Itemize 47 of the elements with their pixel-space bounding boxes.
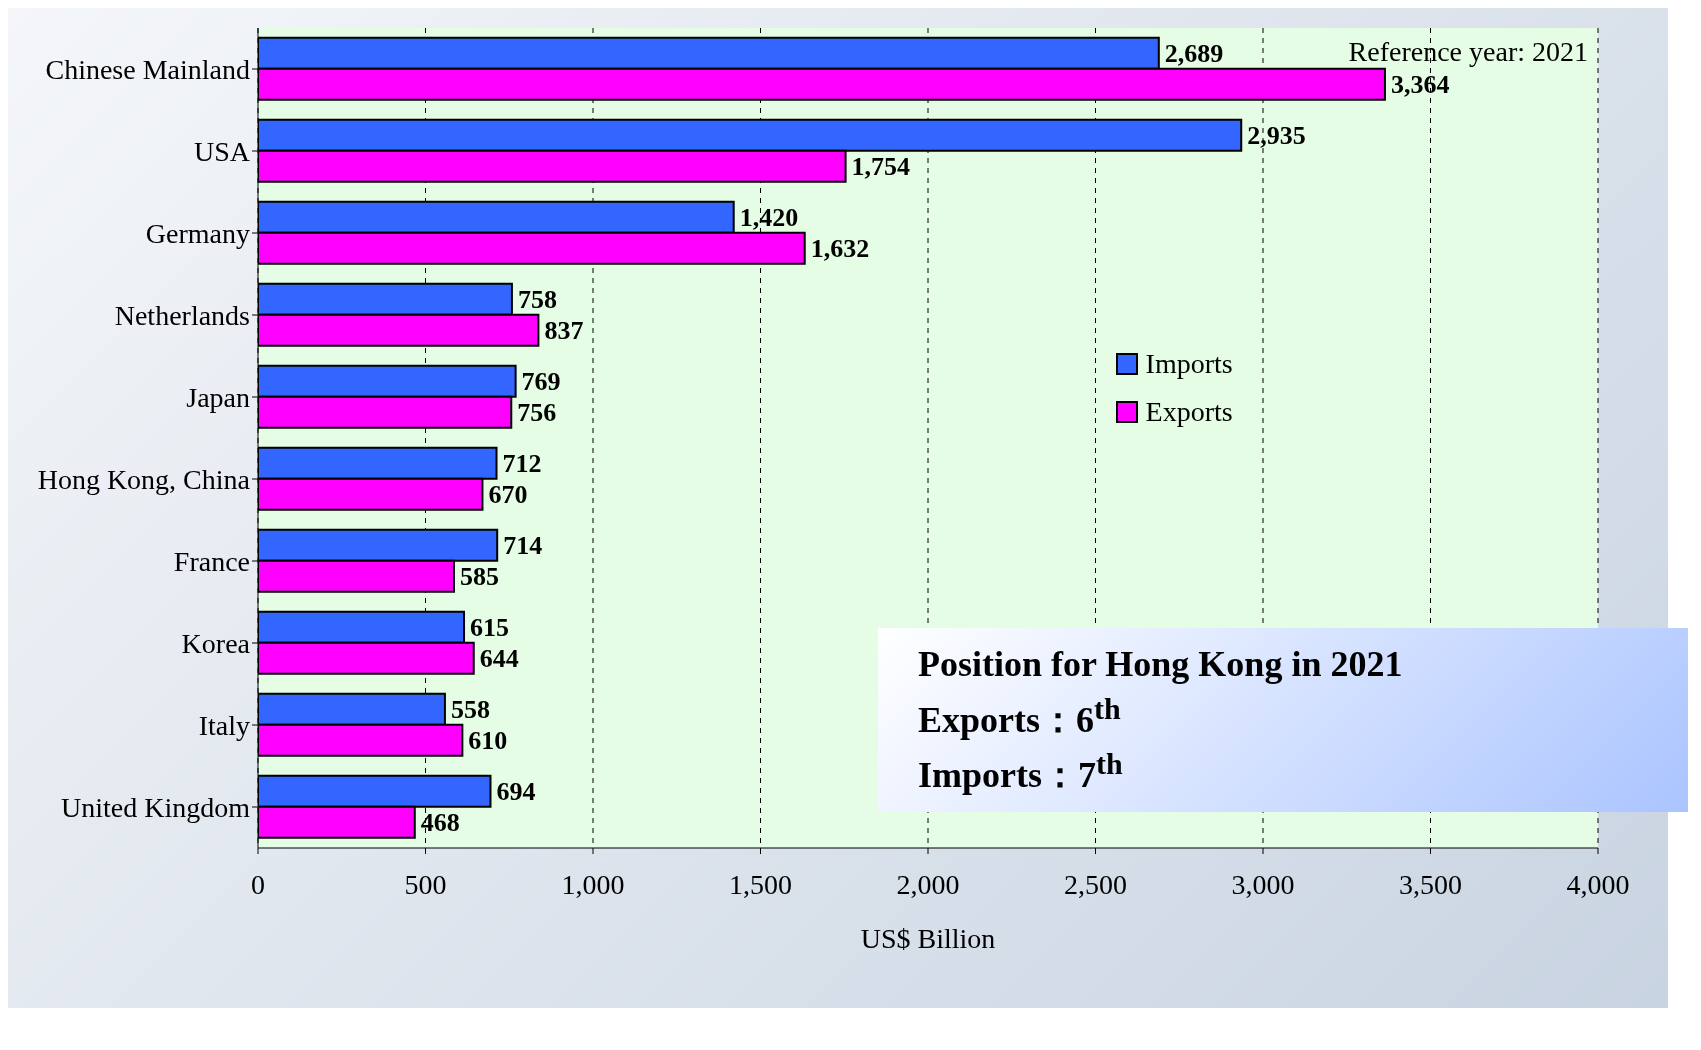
data-label: 670 <box>488 479 528 509</box>
data-label: 2,689 <box>1164 38 1224 68</box>
data-label: 756 <box>517 397 557 427</box>
y-tick-label: Chinese Mainland <box>45 53 250 85</box>
y-tick-label: Netherlands <box>114 299 250 331</box>
y-tick-label: Korea <box>181 627 251 659</box>
annotation: Exports：6$^{th}$ <box>918 690 1122 742</box>
x-axis-title: US$ Billion <box>860 923 996 954</box>
data-label: 644 <box>479 643 519 673</box>
y-tick-label: United Kingdom <box>61 791 251 823</box>
y-tick-label: Germany <box>145 217 250 249</box>
data-label: 610 <box>468 725 508 755</box>
data-label: 585 <box>459 561 499 591</box>
data-label: 837 <box>544 315 584 345</box>
data-label: 712 <box>502 448 542 478</box>
data-label: 558 <box>450 694 490 724</box>
data-label: 769 <box>521 366 561 396</box>
data-label: 714 <box>503 530 543 560</box>
x-tick-label: 3,500 <box>1399 868 1462 900</box>
x-tick-label: 500 <box>404 868 447 900</box>
y-tick-label: France <box>173 545 250 577</box>
data-label: 468 <box>420 807 460 837</box>
annotation: Imports：7$^{th}$ <box>918 746 1124 798</box>
y-tick-label: Japan <box>186 381 250 413</box>
legend-label: Exports <box>1145 396 1233 428</box>
data-label: 3,364 <box>1390 69 1450 99</box>
annotation: Reference year: 2021 <box>1348 36 1588 68</box>
y-tick-label: USA <box>193 135 251 167</box>
data-label: 1,754 <box>851 151 911 181</box>
x-tick-label: 4,000 <box>1566 868 1630 900</box>
y-tick-label: Italy <box>198 709 250 741</box>
data-label: 615 <box>470 612 510 642</box>
legend-label: Imports <box>1145 348 1233 380</box>
data-label: 2,935 <box>1247 120 1306 150</box>
text-box: Position for Hong Kong in 2021 Exports：6$^{th}$ Imports：7$^{th}$ <box>878 628 1688 812</box>
x-tick-label: 2,000 <box>896 868 960 900</box>
data-label: 1,632 <box>810 233 870 263</box>
data-label: 1,420 <box>739 202 799 232</box>
x-tick-label: 0 <box>251 868 265 900</box>
x-tick-label: 3,000 <box>1231 868 1295 900</box>
x-tick-label: 1,500 <box>729 868 792 900</box>
data-label: 694 <box>496 776 536 806</box>
annotation: Position for Hong Kong in 2021 <box>918 643 1404 686</box>
y-tick-label: Hong Kong, China <box>37 463 251 495</box>
data-label: 758 <box>517 284 557 314</box>
x-tick-label: 1,000 <box>561 868 625 900</box>
x-tick-label: 2,500 <box>1064 868 1127 900</box>
